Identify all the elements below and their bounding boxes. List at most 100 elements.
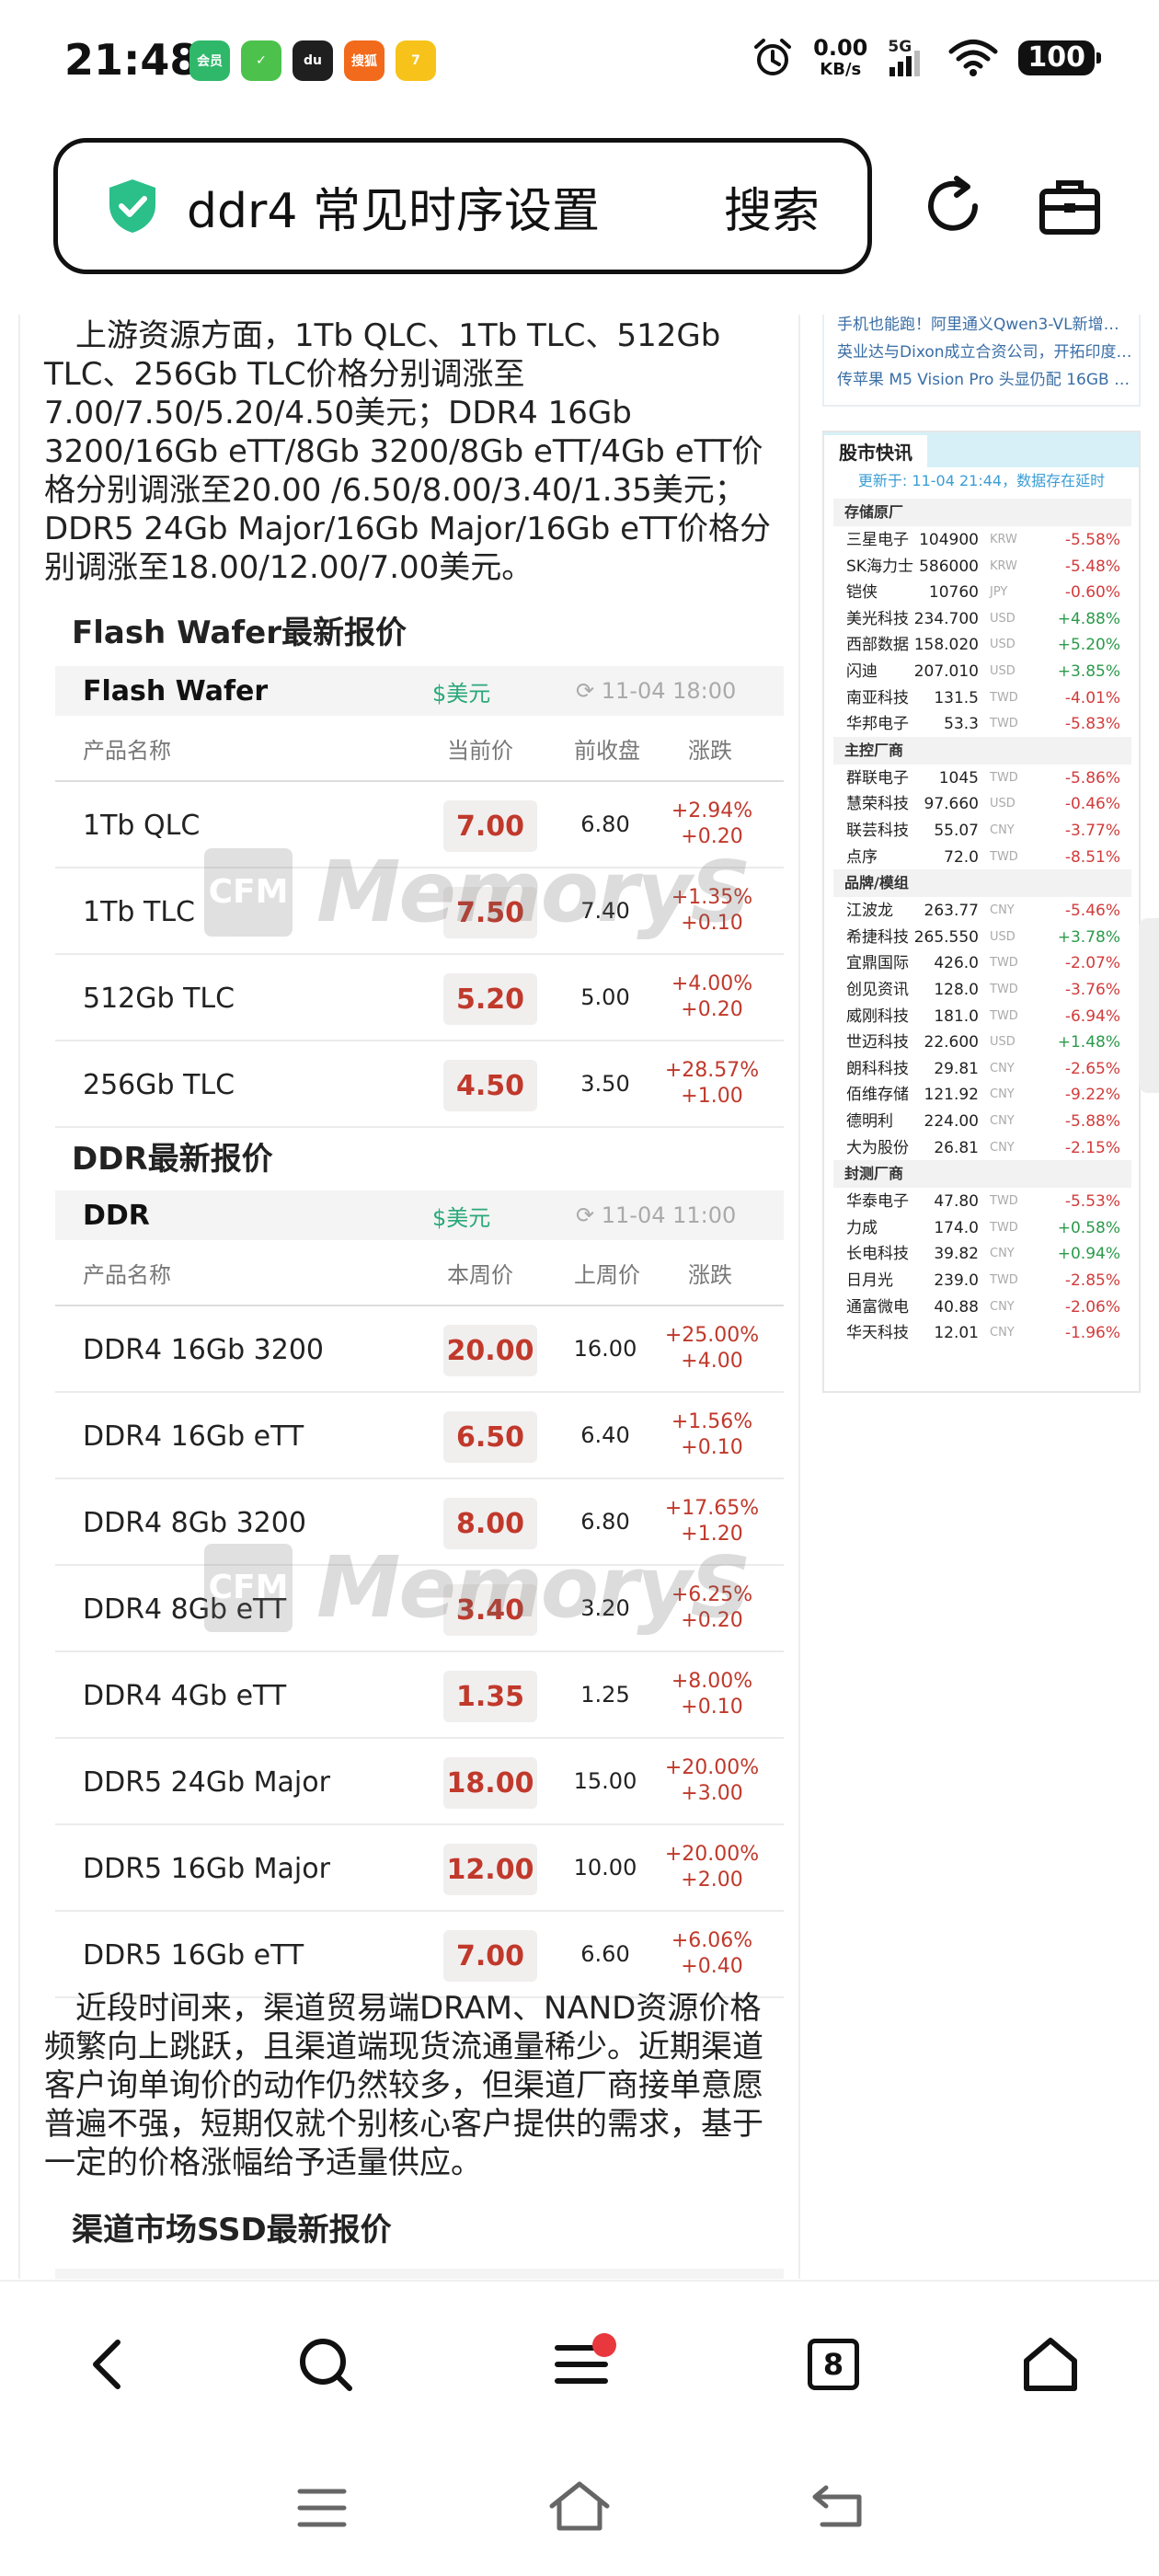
- stock-change: -1.96%: [1064, 1324, 1120, 1343]
- news-link[interactable]: 传苹果 M5 Vision Pro 头显仍配 16GB …: [837, 371, 1130, 389]
- stock-row[interactable]: 大为股份 26.81 CNY -2.15%: [833, 1134, 1131, 1162]
- search-button-nav[interactable]: [289, 2328, 362, 2401]
- stock-row[interactable]: 日月光 239.0 TWD -2.85%: [833, 1267, 1131, 1294]
- stock-row[interactable]: 闪迪 207.010 USD +3.85%: [833, 658, 1131, 685]
- search-query-text[interactable]: ddr4 常见时序设置: [187, 183, 601, 239]
- stock-change: +3.78%: [1057, 927, 1120, 947]
- stock-row[interactable]: 美光科技 234.700 USD +4.88%: [833, 605, 1131, 633]
- currency-label: $美元: [432, 1204, 491, 1231]
- stock-name: 西部数据: [846, 636, 909, 655]
- stock-price: 97.660: [924, 795, 979, 814]
- table-body: DDR4 16Gb 3200 20.00 16.00 +25.00% +4.00 DDR4…: [55, 1306, 784, 1998]
- stock-row[interactable]: 希捷科技 265.550 USD +3.78%: [833, 924, 1131, 951]
- system-home-icon[interactable]: [546, 2478, 613, 2534]
- home-button[interactable]: [1014, 2328, 1087, 2401]
- stock-row[interactable]: 创见资讯 128.0 TWD -3.76%: [833, 976, 1131, 1004]
- flash-section-title: Flash Wafer最新报价: [72, 615, 407, 651]
- stock-change: -0.60%: [1064, 583, 1120, 603]
- article-paragraph-2: 近段时间来，渠道贸易端DRAM、NAND资源价格频繁向上跳跃，且渠道端现货流通量…: [44, 1990, 763, 2181]
- change-amount: +0.20: [681, 825, 743, 848]
- stock-change: +3.85%: [1057, 662, 1120, 681]
- signal-indicator: 5G: [888, 38, 928, 78]
- update-time: ⟳ 11-04 11:00: [576, 1202, 737, 1228]
- stock-row[interactable]: 朗科科技 29.81 CNY -2.65%: [833, 1055, 1131, 1083]
- side-scroll-handle[interactable]: [1139, 918, 1159, 1093]
- notification-dot: [592, 2333, 616, 2357]
- product-name: 256Gb TLC: [83, 1069, 235, 1101]
- table-row: DDR5 16Gb Major 12.00 10.00 +20.00% +2.00: [55, 1825, 784, 1912]
- stock-row[interactable]: 三星电子 104900 KRW -5.58%: [833, 526, 1131, 554]
- stock-row[interactable]: 铠侠 10760 JPY -0.60%: [833, 579, 1131, 606]
- app-icon-3: du: [293, 40, 333, 81]
- stock-title-bar: 股市快讯: [824, 432, 1139, 467]
- tab-count: 8: [808, 2339, 859, 2390]
- home-icon: [1024, 2338, 1077, 2391]
- browser-toolbar: 8: [0, 2280, 1159, 2445]
- stock-change: -5.86%: [1064, 768, 1120, 788]
- price-change: +17.65% +1.20: [655, 1496, 769, 1547]
- change-percent: +6.06%: [671, 1929, 753, 1952]
- table-row: DDR4 16Gb 3200 20.00 16.00 +25.00% +4.00: [55, 1306, 784, 1393]
- stock-change: -5.88%: [1064, 1112, 1120, 1131]
- product-name: DDR4 8Gb 3200: [83, 1507, 306, 1539]
- stock-price: 234.700: [913, 609, 979, 628]
- stock-row[interactable]: 华泰电子 47.80 TWD -5.53%: [833, 1188, 1131, 1215]
- stock-currency: USD: [990, 611, 1016, 626]
- address-bar[interactable]: ddr4 常见时序设置 搜索: [53, 138, 872, 274]
- change-amount: +1.00: [681, 1085, 743, 1108]
- stock-change: -9.22%: [1064, 1086, 1120, 1105]
- stock-row[interactable]: 佰维存储 121.92 CNY -9.22%: [833, 1081, 1131, 1109]
- stock-row[interactable]: 威刚科技 181.0 TWD -6.94%: [833, 1003, 1131, 1030]
- stock-row[interactable]: 力成 174.0 TWD +0.58%: [833, 1214, 1131, 1242]
- back-button[interactable]: [74, 2328, 147, 2401]
- current-price: 7.00: [443, 800, 537, 852]
- stock-row[interactable]: 西部数据 158.020 USD +5.20%: [833, 631, 1131, 659]
- stock-row[interactable]: 华邦电子 53.3 TWD -5.83%: [833, 710, 1131, 738]
- change-amount: +0.10: [681, 912, 743, 935]
- stock-change: -5.83%: [1064, 715, 1120, 734]
- news-link[interactable]: 英业达与Dixon成立合资公司，开拓印度…: [837, 343, 1131, 362]
- stock-row[interactable]: 南亚科技 131.5 TWD -4.01%: [833, 684, 1131, 712]
- stock-row[interactable]: 长电科技 39.82 CNY +0.94%: [833, 1240, 1131, 1268]
- stock-price: 55.07: [934, 822, 979, 840]
- stock-row[interactable]: 世迈科技 22.600 USD +1.48%: [833, 1029, 1131, 1056]
- reload-icon[interactable]: [920, 173, 986, 239]
- menu-button[interactable]: [545, 2328, 618, 2401]
- tabs-button[interactable]: 8: [797, 2328, 870, 2401]
- toolbox-icon[interactable]: [1038, 175, 1102, 239]
- stock-row[interactable]: SK海力士 586000 KRW -5.48%: [833, 553, 1131, 581]
- price-change: +6.06% +0.40: [655, 1928, 769, 1980]
- current-price: 1.35: [443, 1671, 537, 1722]
- stock-name: 点序: [846, 847, 878, 867]
- stock-row[interactable]: 宜鼎国际 426.0 TWD -2.07%: [833, 949, 1131, 977]
- product-name: 512Gb TLC: [83, 983, 235, 1015]
- stock-row[interactable]: 江波龙 263.77 CNY -5.46%: [833, 897, 1131, 925]
- stock-name: 三星电子: [846, 531, 909, 549]
- stock-row[interactable]: 联芸科技 55.07 CNY -3.77%: [833, 817, 1131, 845]
- stock-currency: JPY: [990, 585, 1008, 600]
- recents-icon[interactable]: [296, 2486, 348, 2530]
- search-icon: [300, 2339, 352, 2391]
- system-back-icon[interactable]: [809, 2482, 865, 2530]
- app-icon-4: 搜狐: [344, 40, 384, 81]
- stock-currency: TWD: [990, 956, 1018, 971]
- stock-row[interactable]: 点序 72.0 TWD -8.51%: [833, 844, 1131, 871]
- stock-price: 128.0: [934, 981, 979, 999]
- previous-price: 3.20: [580, 1595, 630, 1621]
- stock-currency: CNY: [990, 1087, 1015, 1102]
- stock-row[interactable]: 慧荣科技 97.660 USD -0.46%: [833, 790, 1131, 818]
- news-link[interactable]: 手机也能跑！阿里通义Qwen3-VL新增…: [837, 316, 1119, 334]
- stock-row[interactable]: 通富微电 40.88 CNY -2.06%: [833, 1294, 1131, 1321]
- price-change: +1.56% +0.10: [655, 1409, 769, 1461]
- stock-row[interactable]: 德明利 224.00 CNY -5.88%: [833, 1108, 1131, 1135]
- change-amount: +0.20: [681, 998, 743, 1021]
- stock-row[interactable]: 华天科技 12.01 CNY -1.96%: [833, 1319, 1131, 1347]
- stock-price: 224.00: [924, 1112, 979, 1131]
- stock-change: -0.46%: [1064, 795, 1120, 814]
- price-change: +25.00% +4.00: [655, 1323, 769, 1374]
- change-percent: +1.35%: [671, 886, 753, 909]
- search-button[interactable]: 搜索: [723, 183, 820, 239]
- stock-row[interactable]: 群联电子 1045 TWD -5.86%: [833, 765, 1131, 792]
- status-indicators: 0.00 KB/s 5G 100: [752, 37, 1101, 78]
- stock-price: 72.0: [944, 847, 979, 867]
